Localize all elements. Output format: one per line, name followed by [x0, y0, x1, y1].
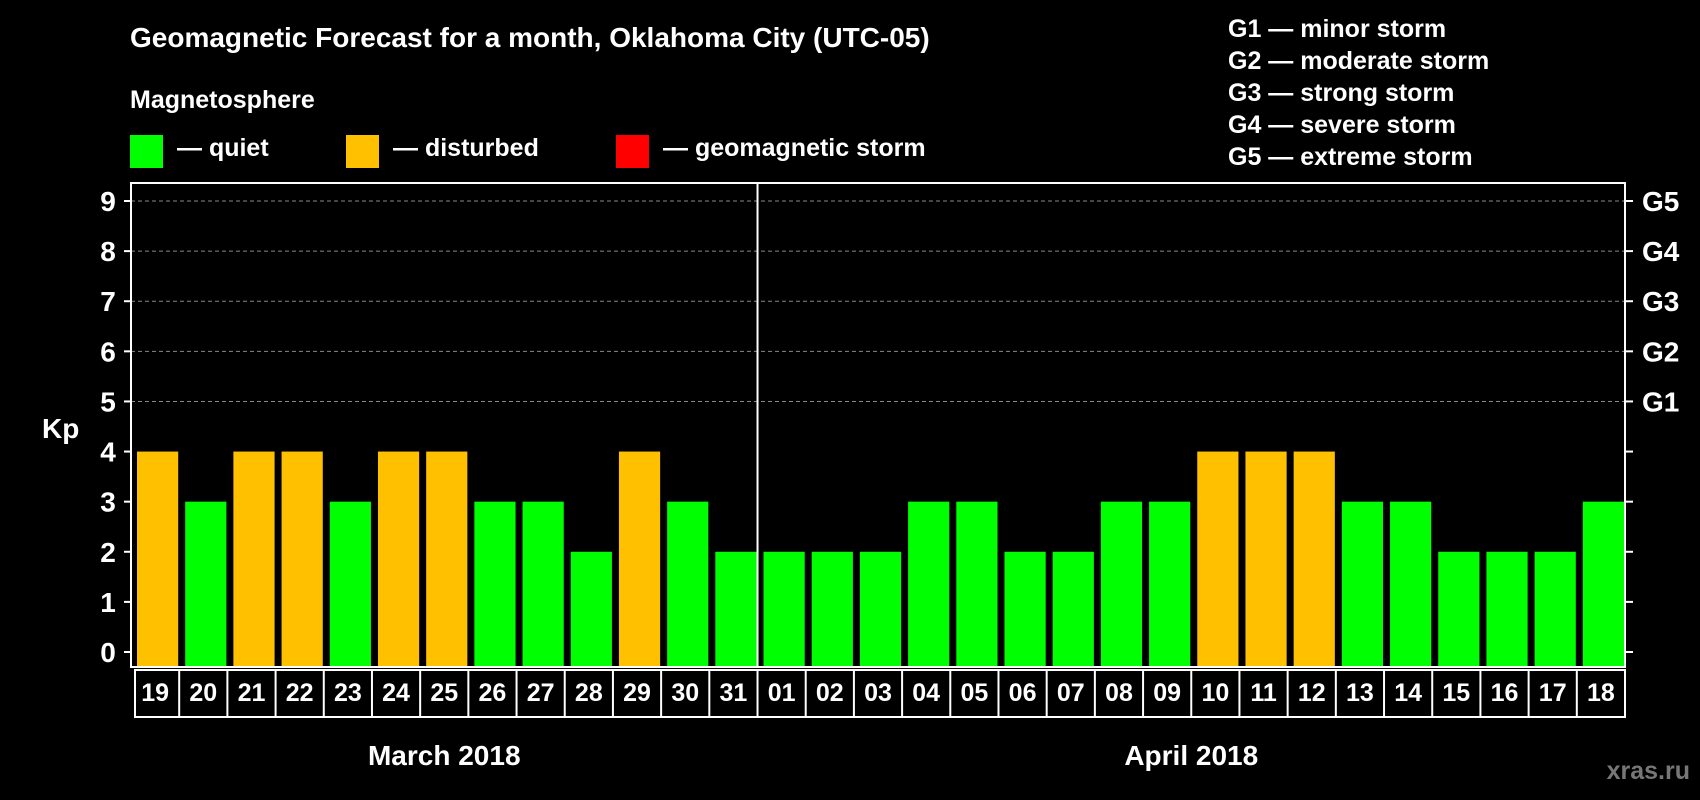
bar-01 — [763, 551, 805, 667]
right-axis-label-g5: G5 — [1642, 186, 1679, 217]
bar-17 — [1534, 551, 1576, 667]
x-tick-label-02: 02 — [816, 679, 844, 707]
x-tick-label-11: 11 — [1250, 679, 1277, 707]
bar-28 — [570, 551, 612, 667]
storm-scale-g5: G5 — extreme storm — [1228, 143, 1473, 171]
x-tick-label-07: 07 — [1057, 679, 1085, 707]
right-axis-label-g3: G3 — [1642, 286, 1679, 317]
x-tick-label-27: 27 — [527, 679, 555, 707]
x-tick-label-01: 01 — [768, 679, 796, 707]
bar-23 — [329, 501, 371, 667]
y-tick-label-2: 2 — [100, 537, 116, 568]
legend-label-storm: — geomagnetic storm — [663, 134, 926, 162]
bar-05 — [956, 501, 998, 667]
x-tick-label-25: 25 — [430, 679, 458, 707]
month-label-1: April 2018 — [1124, 740, 1258, 771]
bar-26 — [474, 501, 516, 667]
x-tick-label-30: 30 — [671, 679, 699, 707]
y-tick-label-7: 7 — [100, 286, 116, 317]
x-tick-label-05: 05 — [960, 679, 988, 707]
x-tick-label-31: 31 — [720, 679, 748, 707]
x-tick-label-20: 20 — [189, 679, 217, 707]
x-tick-label-23: 23 — [334, 679, 362, 707]
bar-13 — [1341, 501, 1384, 667]
x-tick-label-29: 29 — [623, 679, 651, 707]
magnetosphere-title: Magnetosphere — [130, 86, 315, 114]
right-axis-label-g1: G1 — [1642, 386, 1679, 417]
bar-10 — [1197, 451, 1239, 667]
y-tick-label-3: 3 — [100, 487, 116, 518]
legend-label-disturbed: — disturbed — [393, 134, 539, 162]
x-tick-label-04: 04 — [912, 679, 940, 707]
bar-04 — [908, 501, 950, 667]
x-tick-label-21: 21 — [238, 679, 266, 707]
bar-24 — [377, 451, 420, 667]
bar-27 — [522, 501, 564, 667]
x-tick-label-16: 16 — [1491, 679, 1519, 707]
bar-21 — [233, 451, 275, 667]
bar-16 — [1486, 551, 1528, 667]
x-tick-label-03: 03 — [864, 679, 892, 707]
bar-02 — [811, 551, 853, 667]
y-tick-label-4: 4 — [100, 437, 116, 468]
y-tick-label-5: 5 — [100, 386, 116, 417]
x-tick-label-22: 22 — [286, 679, 314, 707]
x-tick-label-17: 17 — [1539, 679, 1567, 707]
x-tick-label-08: 08 — [1105, 679, 1133, 707]
bar-08 — [1100, 501, 1143, 667]
y-tick-label-9: 9 — [100, 186, 116, 217]
right-axis-label-g4: G4 — [1642, 236, 1680, 267]
bar-19 — [137, 451, 179, 667]
legend-swatch-storm — [616, 135, 649, 168]
bar-12 — [1293, 451, 1335, 667]
x-tick-label-09: 09 — [1153, 679, 1181, 707]
x-tick-label-15: 15 — [1442, 679, 1470, 707]
storm-scale-g4: G4 — severe storm — [1228, 111, 1456, 139]
bar-31 — [715, 551, 757, 667]
x-tick-label-19: 19 — [141, 679, 169, 707]
x-tick-label-26: 26 — [479, 679, 507, 707]
right-axis-label-g2: G2 — [1642, 336, 1679, 367]
storm-scale-g3: G3 — strong storm — [1228, 79, 1455, 107]
y-tick-label-8: 8 — [100, 236, 116, 267]
storm-scale-g2: G2 — moderate storm — [1228, 47, 1490, 75]
bar-22 — [281, 451, 323, 667]
x-tick-label-28: 28 — [575, 679, 603, 707]
bar-07 — [1052, 551, 1094, 667]
x-tick-label-14: 14 — [1394, 679, 1422, 707]
bar-18 — [1582, 501, 1624, 667]
legend-swatch-disturbed — [346, 135, 379, 168]
x-tick-label-18: 18 — [1587, 679, 1615, 707]
plot-frame — [130, 182, 1626, 668]
bar-25 — [426, 451, 468, 667]
bar-14 — [1390, 501, 1432, 667]
chart-title: Geomagnetic Forecast for a month, Oklaho… — [130, 22, 930, 53]
date-band — [134, 669, 1626, 718]
x-tick-label-13: 13 — [1346, 679, 1374, 707]
bar-09 — [1149, 501, 1191, 667]
y-tick-label-6: 6 — [100, 336, 116, 367]
x-tick-label-12: 12 — [1298, 679, 1326, 707]
legend-label-quiet: — quiet — [177, 134, 269, 162]
legend-swatch-quiet — [130, 135, 163, 168]
watermark: xras.ru — [1606, 757, 1690, 785]
storm-scale-g1: G1 — minor storm — [1228, 15, 1447, 43]
bar-11 — [1245, 451, 1287, 667]
y-axis-label: Kp — [42, 413, 79, 444]
bar-20 — [185, 501, 227, 667]
bar-30 — [667, 501, 709, 667]
x-tick-label-06: 06 — [1009, 679, 1037, 707]
x-tick-label-24: 24 — [382, 679, 410, 707]
y-tick-label-0: 0 — [100, 637, 116, 668]
bar-15 — [1438, 551, 1480, 667]
bar-29 — [618, 451, 661, 667]
bar-03 — [859, 551, 902, 667]
month-label-0: March 2018 — [368, 740, 521, 771]
bar-06 — [1004, 551, 1046, 667]
y-tick-label-1: 1 — [100, 587, 116, 618]
x-tick-label-10: 10 — [1201, 679, 1229, 707]
